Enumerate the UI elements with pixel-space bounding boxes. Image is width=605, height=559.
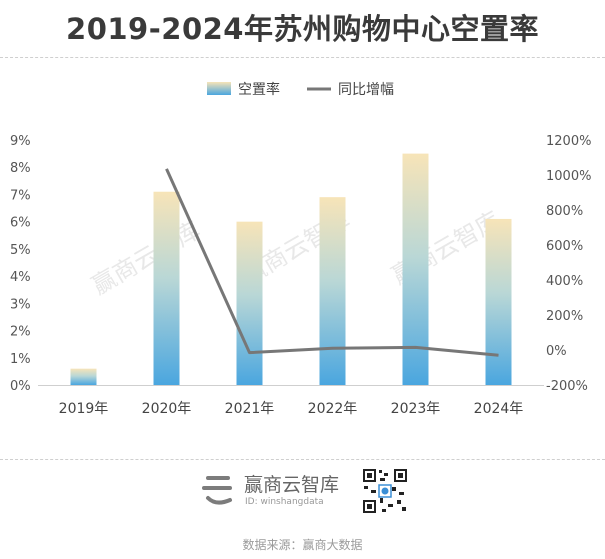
x-tick-label: 2021年 <box>225 401 275 417</box>
right-tick-label: 200% <box>546 309 583 324</box>
left-tick-label: 9% <box>10 134 31 149</box>
legend: 空置率 同比增幅 <box>207 81 394 98</box>
brand-id: ID: winshangdata <box>245 497 324 507</box>
legend-label-bar: 空置率 <box>238 81 280 98</box>
left-tick-label: 7% <box>10 188 31 203</box>
line-series <box>165 168 499 357</box>
brand-name: 赢商云智库 <box>244 474 340 496</box>
chart-canvas: 赢商云智库 赢商云智库 赢商云智库 空置率 同比增幅 0% 1% 2% 3% 4% 5% 6% 7%… <box>10 81 591 417</box>
bar-2020年 <box>153 191 180 385</box>
bar-2022年 <box>319 197 346 385</box>
x-tick-label: 2020年 <box>142 401 192 417</box>
right-tick-label: -200% <box>546 379 588 394</box>
bar-2019年 <box>70 368 97 385</box>
watermark-text: 赢商云智库 <box>87 216 205 300</box>
title-divider <box>0 57 605 58</box>
bar-2021年 <box>236 221 263 385</box>
x-tick-label: 2019年 <box>59 401 109 417</box>
left-tick-label: 1% <box>10 352 31 367</box>
footer-divider <box>0 459 605 460</box>
left-tick-label: 4% <box>10 270 31 285</box>
right-tick-label: 600% <box>546 239 583 254</box>
left-tick-label: 5% <box>10 243 31 258</box>
x-axis: 2019年 2020年 2021年 2022年 2023年 2024年 <box>38 385 544 417</box>
data-source: 数据来源：赢商大数据 <box>242 538 363 552</box>
right-tick-label: 800% <box>546 204 583 219</box>
left-tick-label: 0% <box>10 379 31 394</box>
bar-2024年 <box>485 218 512 385</box>
legend-label-line: 同比增幅 <box>338 82 394 98</box>
qr-code-icon <box>362 468 408 514</box>
x-tick-label: 2023年 <box>391 401 441 417</box>
right-tick-label: 400% <box>546 274 583 289</box>
left-tick-label: 8% <box>10 161 31 176</box>
legend-swatch-bar <box>207 82 231 95</box>
right-axis: -200% 0% 200% 400% 600% 800% 1000% 1200% <box>546 134 591 394</box>
left-axis: 0% 1% 2% 3% 4% 5% 6% 7% 8% 9% <box>10 134 31 394</box>
brand-block: 赢商云智库 ID: winshangdata <box>198 466 358 516</box>
bar-2023年 <box>402 153 429 385</box>
brand-logo-icon <box>202 476 232 505</box>
chart-title: 2019-2024年苏州购物中心空置率 <box>66 12 539 46</box>
right-tick-label: 1200% <box>546 134 591 149</box>
watermark-layer: 赢商云智库 赢商云智库 赢商云智库 <box>87 206 505 300</box>
left-tick-label: 3% <box>10 297 31 312</box>
x-tick-label: 2024年 <box>474 401 524 417</box>
right-tick-label: 1000% <box>546 169 591 184</box>
left-tick-label: 2% <box>10 325 31 340</box>
x-tick-label: 2022年 <box>308 401 358 417</box>
right-tick-label: 0% <box>546 344 567 359</box>
left-tick-label: 6% <box>10 216 31 231</box>
